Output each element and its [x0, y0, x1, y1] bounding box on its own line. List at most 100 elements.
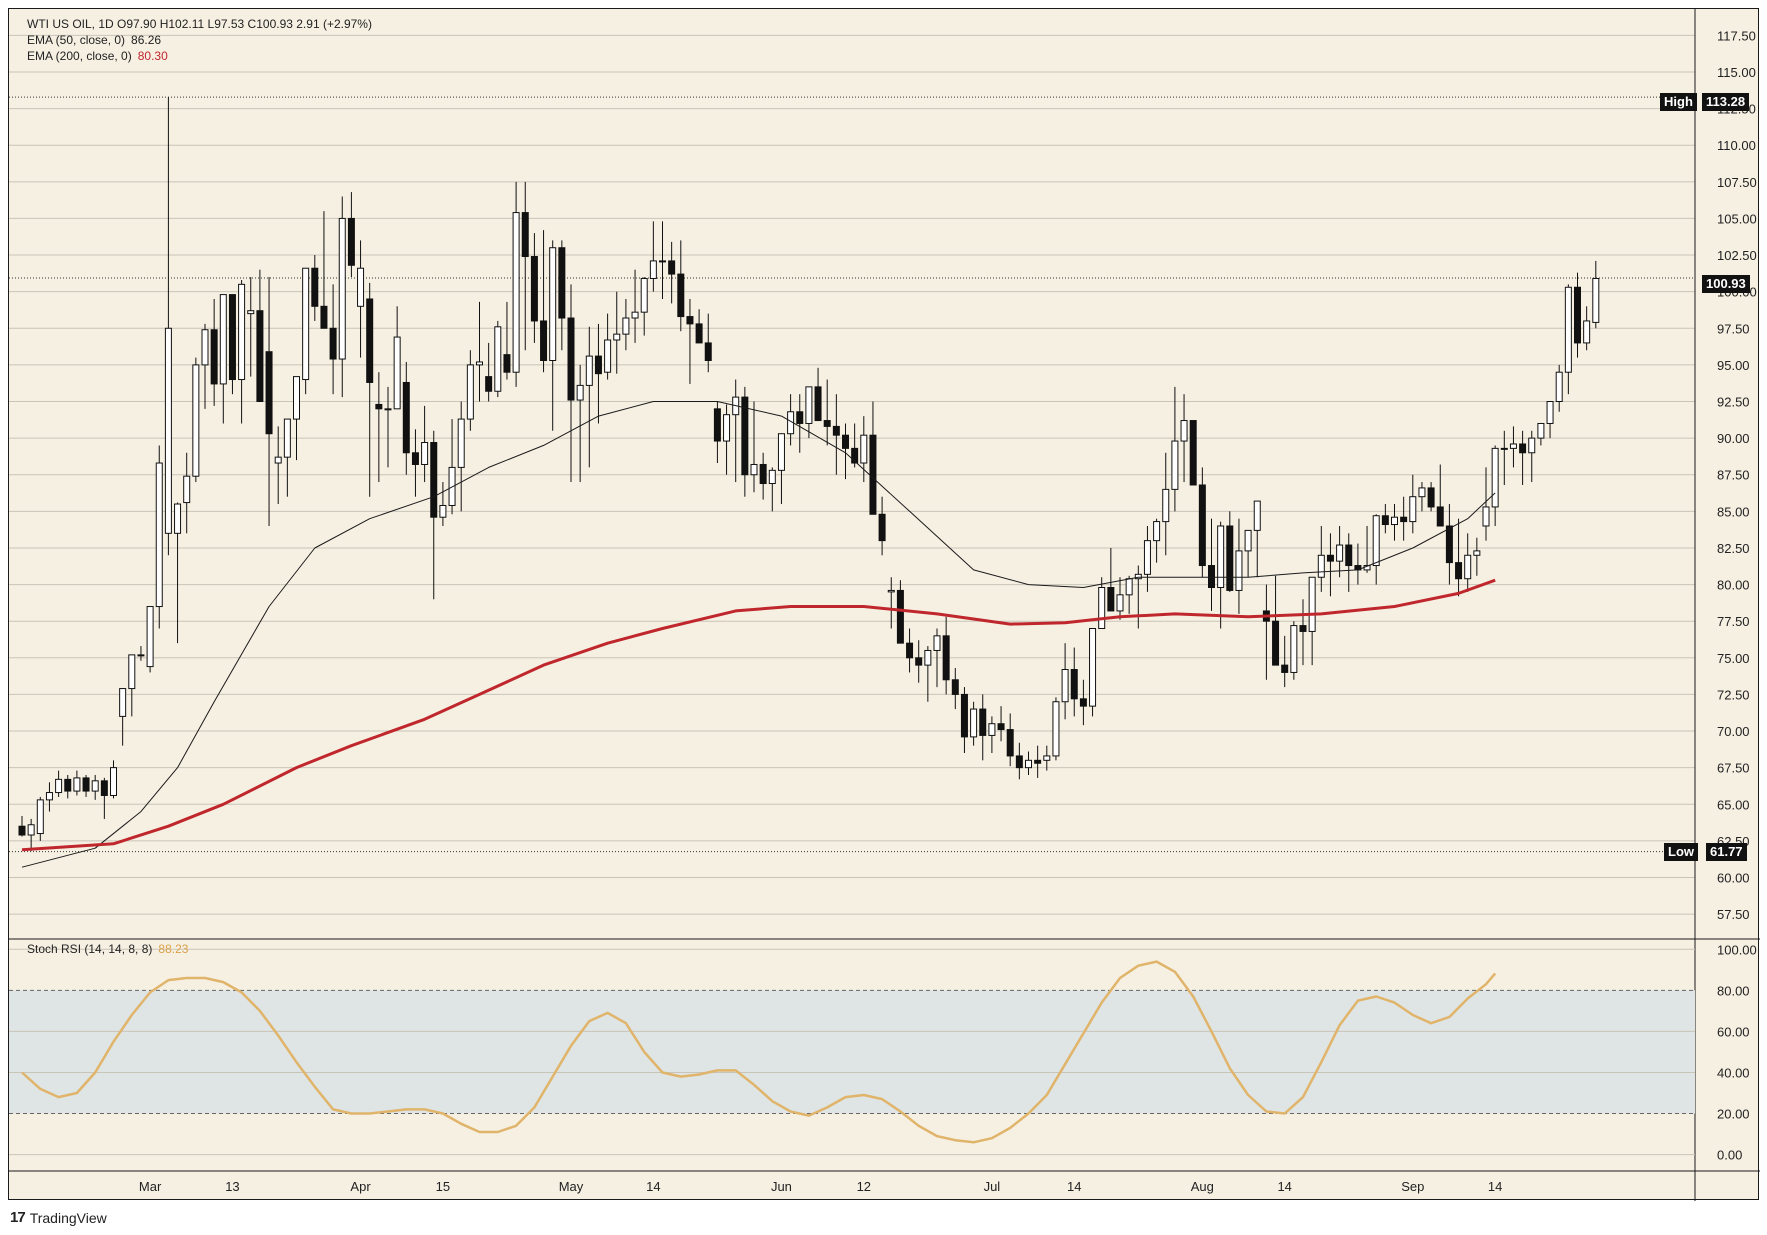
candle-body: [832, 425, 840, 436]
candle-body: [73, 777, 81, 792]
candle-body: [1308, 576, 1316, 632]
candle-body: [1089, 628, 1097, 707]
low-value-tag: 61.77: [1706, 843, 1747, 861]
candle-body: [100, 780, 108, 796]
candle-body: [357, 267, 365, 307]
price-tick-label: 95.00: [1717, 358, 1750, 373]
brand-name[interactable]: TradingView: [29, 1209, 107, 1226]
candle-body: [283, 418, 291, 458]
candle-body: [604, 339, 612, 373]
candle-body: [1299, 625, 1307, 632]
candle-body: [842, 434, 849, 449]
candle-body: [521, 212, 529, 258]
candle-body: [274, 456, 282, 464]
candle-body: [192, 364, 200, 477]
low-label-tag: Low: [1664, 843, 1698, 861]
stoch-tick-label: 0.00: [1717, 1148, 1742, 1163]
ema200-legend[interactable]: EMA (200, close, 0) 80.30: [27, 49, 168, 63]
candle-body: [1381, 515, 1389, 526]
stoch-tick-label: 100.00: [1717, 942, 1757, 957]
candle-body: [695, 323, 703, 344]
candle-body: [659, 260, 666, 263]
candle-body: [91, 780, 99, 792]
candle-body: [430, 442, 438, 518]
candle-body: [530, 256, 538, 322]
price-tick-label: 57.50: [1717, 907, 1750, 922]
candle-body: [1107, 587, 1115, 612]
candle-body: [677, 273, 685, 318]
candle-body: [1436, 506, 1444, 527]
candle-body: [1198, 484, 1206, 567]
time-tick-label: 14: [646, 1179, 660, 1194]
candle-body: [1134, 573, 1142, 580]
candle-body: [759, 463, 767, 485]
chart-svg[interactable]: 57.5060.0062.5065.0067.5070.0072.5075.00…: [9, 9, 1760, 1201]
price-tick-label: 115.00: [1717, 65, 1756, 80]
chart-frame: 57.50 60.00 62.50 65.00 67.50 70.00 72.50 75.00…: [8, 8, 1760, 1201]
candle-body: [36, 799, 44, 835]
candle-body: [1583, 320, 1591, 344]
candle-body: [1189, 420, 1197, 486]
time-tick-label: Aug: [1191, 1179, 1214, 1194]
tradingview-logo-icon[interactable]: 17: [10, 1209, 26, 1226]
price-tick-label: 75.00: [1717, 651, 1750, 666]
candle-body: [1281, 664, 1289, 673]
candle-body: [119, 688, 127, 717]
candle-body: [896, 589, 904, 644]
price-tick-label: 70.00: [1717, 724, 1750, 739]
candle-body: [311, 267, 319, 307]
candle-body: [110, 767, 117, 796]
candle-body: [1482, 506, 1490, 527]
candle-body: [265, 351, 273, 435]
candle-body: [1409, 496, 1417, 523]
ema50-legend[interactable]: EMA (50, close, 0) 86.26: [27, 33, 161, 47]
candle-body: [1391, 516, 1398, 526]
candle-body: [777, 433, 785, 471]
candle-body: [713, 408, 721, 442]
time-tick-label: Mar: [139, 1179, 162, 1194]
candle-body: [750, 463, 758, 476]
time-tick-label: Jul: [984, 1179, 1001, 1194]
candle-body: [613, 333, 621, 341]
price-tick-label: 60.00: [1717, 870, 1750, 885]
candle-body: [1015, 755, 1023, 769]
stoch-tick-label: 80.00: [1717, 983, 1750, 998]
candle-body: [164, 327, 172, 534]
candle-body: [1061, 669, 1069, 703]
candle-body: [933, 635, 941, 651]
symbol-legend[interactable]: WTI US OIL, 1D O97.90 H102.11 L97.53 C10…: [27, 17, 372, 31]
candle-body: [1473, 550, 1481, 556]
stoch-tick-label: 40.00: [1717, 1065, 1750, 1080]
candle-body: [979, 708, 987, 736]
price-tick-label: 92.50: [1717, 395, 1750, 410]
candle-body: [768, 469, 776, 485]
price-tick-label: 82.50: [1717, 541, 1750, 556]
price-tick-label: 77.50: [1717, 614, 1750, 629]
footer: 17 TradingView: [10, 1209, 107, 1226]
candle-body: [558, 247, 566, 319]
candle-body: [1116, 594, 1124, 612]
candle-body: [1592, 277, 1600, 323]
candle-body: [1070, 669, 1078, 700]
candle-body: [155, 462, 163, 608]
candle-body: [1509, 443, 1517, 449]
candle-body: [631, 311, 639, 319]
candle-body: [594, 355, 602, 375]
candle-body: [485, 376, 493, 392]
candle-body: [476, 361, 483, 366]
candle-body: [411, 452, 419, 465]
candle-body: [1006, 729, 1014, 757]
stoch-tick-label: 60.00: [1717, 1024, 1750, 1039]
candle-body: [1528, 437, 1536, 454]
candle-body: [851, 447, 859, 464]
candle-body: [951, 679, 959, 695]
stoch-legend[interactable]: Stoch RSI (14, 14, 8, 8) 88.23: [27, 942, 188, 956]
high-label-tag: High: [1660, 93, 1697, 111]
candle-body: [567, 317, 575, 401]
price-tick-label: 107.50: [1717, 175, 1757, 190]
time-tick-label: May: [559, 1179, 584, 1194]
candle-body: [1272, 620, 1280, 666]
candle-body: [1546, 401, 1554, 424]
candle-body: [622, 317, 630, 335]
candle-body: [1336, 544, 1344, 562]
